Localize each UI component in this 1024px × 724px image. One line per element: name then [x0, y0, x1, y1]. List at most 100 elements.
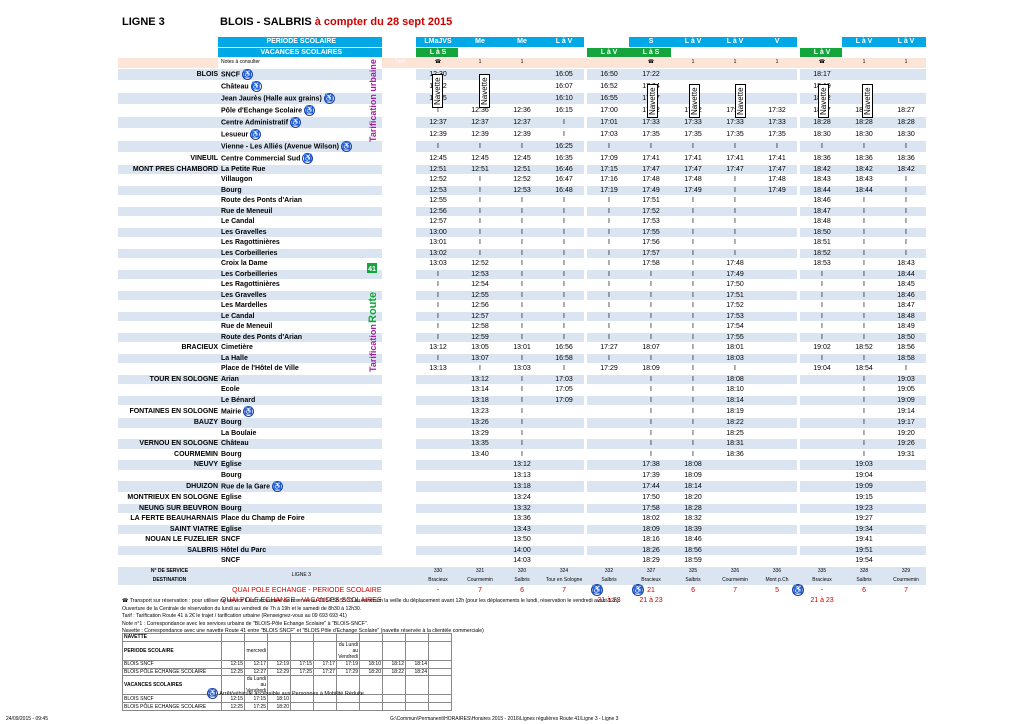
- time-cell: I: [586, 353, 629, 364]
- time-cell: [541, 534, 584, 546]
- commune-name: SAINT VIATRE: [118, 524, 218, 535]
- time-cell: 18:51: [799, 237, 842, 249]
- spacer: [583, 47, 587, 58]
- service-row: N° DE SERVICE DESTINATION LIGNE 3 330 Bracie…: [118, 566, 926, 586]
- time-cell: 13:18: [499, 480, 542, 493]
- time-cell: I: [712, 140, 755, 153]
- spacer: [796, 438, 800, 450]
- time-cell: [883, 524, 926, 535]
- time-cell: 18:48: [883, 311, 926, 322]
- time-cell: [754, 524, 797, 535]
- time-cell: I: [670, 449, 713, 460]
- tarif-cell: [381, 342, 416, 354]
- stop-name: Mairie ♿: [218, 405, 382, 418]
- navette-time: 18:20: [267, 702, 291, 711]
- time-cell: 17:33: [628, 116, 671, 129]
- time-cell: I: [670, 227, 713, 238]
- commune-name: [118, 363, 218, 375]
- stop-row: Pôle d'Echange Scolaire ♿ I 12:36 12:36 16:15…: [118, 104, 926, 117]
- stop-name: QUAI POLE ECHANGE - VACANCES SCOLAIRES: [218, 595, 382, 607]
- time-cell: I: [499, 258, 542, 270]
- time-cell: I: [670, 374, 713, 385]
- spacer: [796, 174, 800, 186]
- stop-name: Bourg: [218, 470, 382, 481]
- stop-row: Place de l'Hôtel de Ville 13:13 I 13:03 I 17:…: [118, 363, 926, 375]
- time-cell: 18:16: [628, 534, 671, 546]
- time-cell: I: [883, 248, 926, 259]
- spacer: [583, 290, 587, 301]
- navette-stop: BLOIS PÔLE ECHANGE SCOLAIRE: [122, 702, 222, 711]
- time-cell: I: [628, 428, 671, 439]
- time-cell: 18:59: [670, 555, 713, 567]
- time-cell: 18:14: [670, 480, 713, 493]
- time-cell: [799, 492, 842, 504]
- time-cell: 12:53: [457, 269, 500, 280]
- stop-row: Les Mardelles I 12:56 I I I I I 17:52 I I 18:47: [118, 300, 926, 312]
- service-number: 320: [517, 567, 527, 574]
- tarif-cell: [381, 353, 416, 364]
- spacer: [796, 332, 800, 343]
- time-cell: I: [457, 174, 500, 186]
- stop-row: MONT PRES CHAMBORD La Petite Rue 12:51 12:5…: [118, 164, 926, 175]
- time-cell: I: [457, 206, 500, 217]
- navette-row: BLOIS SNCF 12:15 12:17 12:19 17:15 17:17 17:19…: [122, 659, 452, 669]
- time-cell: I: [499, 311, 542, 322]
- spacer: [796, 534, 800, 546]
- spacer: [796, 363, 800, 375]
- tarif-cell: [381, 258, 416, 270]
- spacer: [583, 374, 587, 385]
- commune-name: [118, 80, 218, 93]
- time-cell: [457, 459, 500, 471]
- service-number: 328: [859, 567, 869, 574]
- navette-time: [382, 675, 406, 696]
- time-cell: 18:44: [799, 185, 842, 196]
- time-cell: 12:52: [499, 174, 542, 186]
- time-cell: I: [499, 417, 542, 429]
- time-cell: I: [628, 449, 671, 460]
- spacer: [583, 332, 587, 343]
- time-cell: 1: [712, 57, 755, 69]
- navette-time: [405, 694, 429, 704]
- spacer: [583, 300, 587, 312]
- time-cell: [415, 513, 458, 525]
- time-cell: 17:35: [628, 128, 671, 141]
- time-cell: 18:36: [799, 152, 842, 165]
- time-cell: 17:32: [754, 104, 797, 117]
- time-cell: 19:03: [841, 459, 884, 471]
- time-cell: [541, 47, 584, 58]
- time-cell: [799, 395, 842, 406]
- navette-time: [336, 702, 360, 711]
- time-cell: I: [499, 321, 542, 333]
- time-cell: I: [628, 311, 671, 322]
- navette-time: [290, 633, 314, 642]
- tarif-cell: Tarif: [381, 57, 416, 69]
- service-number: 329: [901, 567, 911, 574]
- service-destination: Salbris: [514, 576, 530, 583]
- commune-name: [118, 321, 218, 333]
- stop-row: BRACIEUX Cimetière 13:12 13:05 13:01 16:56 17:…: [118, 342, 926, 354]
- spacer: [583, 321, 587, 333]
- time-cell: [415, 492, 458, 504]
- stop-name: La Petite Rue: [218, 164, 382, 175]
- time-cell: [754, 80, 797, 93]
- tarif-cell: [381, 470, 416, 481]
- spacer: [583, 37, 587, 48]
- time-cell: I: [670, 206, 713, 217]
- stop-name: La Halle: [218, 353, 382, 364]
- time-cell: 17:01: [586, 116, 629, 129]
- navette-time: 17:27: [313, 667, 337, 677]
- tarif-cell: [381, 321, 416, 333]
- navette-time: 17:15: [290, 659, 314, 669]
- commune-name: LA FERTE BEAUHARNAIS: [118, 513, 218, 525]
- time-cell: 17:09: [541, 395, 584, 406]
- time-cell: 13:24: [499, 492, 542, 504]
- time-cell: [457, 480, 500, 493]
- time-cell: [754, 300, 797, 312]
- stop-name: Les Gravelles: [218, 290, 382, 301]
- stop-name: Rue de Meneuil: [218, 206, 382, 217]
- time-cell: I: [499, 195, 542, 207]
- time-cell: I: [670, 248, 713, 259]
- time-cell: 12:53: [499, 185, 542, 196]
- time-cell: I: [586, 311, 629, 322]
- time-cell: 17:49: [712, 269, 755, 280]
